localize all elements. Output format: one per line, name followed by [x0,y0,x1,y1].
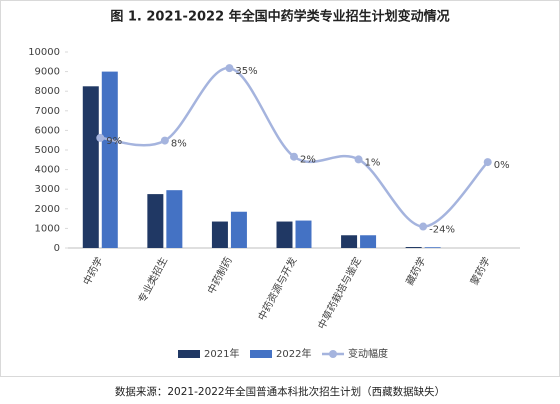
source-note: 数据来源：2021-2022年全国普通本科批次招生计划（西藏数据缺失） [115,385,445,398]
data-label: 8% [171,139,187,150]
y-tick-label: 6000 [35,125,60,136]
legend-swatch [250,350,272,358]
line-marker [96,133,105,142]
y-tick-label: 7000 [35,106,60,117]
data-label: 2% [300,155,316,166]
line-marker [354,155,363,164]
data-label: 1% [365,157,381,168]
y-tick-label: 2000 [35,204,60,215]
line-marker [225,64,234,73]
bar [166,190,183,248]
x-tick-label: 中药学 [80,255,106,288]
x-tick-label: 中药制药 [204,255,234,296]
legend-label: 2022年 [276,347,311,360]
y-tick-label: 1000 [35,223,60,234]
data-label: -24% [429,225,455,236]
legend-label: 2021年 [204,347,239,360]
legend-label: 变动幅度 [348,347,388,360]
x-tick-label: 中草药栽培与鉴定 [315,255,364,332]
bar [424,247,441,248]
y-tick-label: 5000 [35,145,60,156]
bar [230,211,247,248]
line-marker [160,136,169,145]
bar [101,71,118,248]
line-marker [290,152,298,161]
y-tick-label: 3000 [35,184,60,195]
bar [360,235,377,248]
y-tick-label: 10000 [28,47,60,58]
y-tick-label: 9000 [35,67,60,78]
data-label: 9% [106,136,122,147]
bar [147,194,164,248]
bar [295,220,312,248]
bar [82,86,99,248]
bar [341,235,358,248]
bar [211,221,228,248]
line-marker [419,222,428,231]
legend-swatch [329,350,337,358]
data-label: 0% [494,160,510,171]
bar [405,247,422,248]
data-label: 35% [235,66,257,77]
legend-swatch [178,350,200,358]
x-tick-label: 藏药学 [403,255,429,288]
x-tick-label: 蒙药学 [467,255,493,288]
bar [276,221,293,248]
x-tick-label: 中药资源与开发 [255,255,299,323]
chart-title: 图 1. 2021-2022 年全国中药学类专业招生计划变动情况 [110,9,449,25]
line-marker [483,158,492,167]
y-tick-label: 4000 [35,165,60,176]
x-tick-label: 专业类招生 [135,255,170,305]
y-tick-label: 8000 [35,86,60,97]
y-tick-label: 0 [54,243,60,254]
